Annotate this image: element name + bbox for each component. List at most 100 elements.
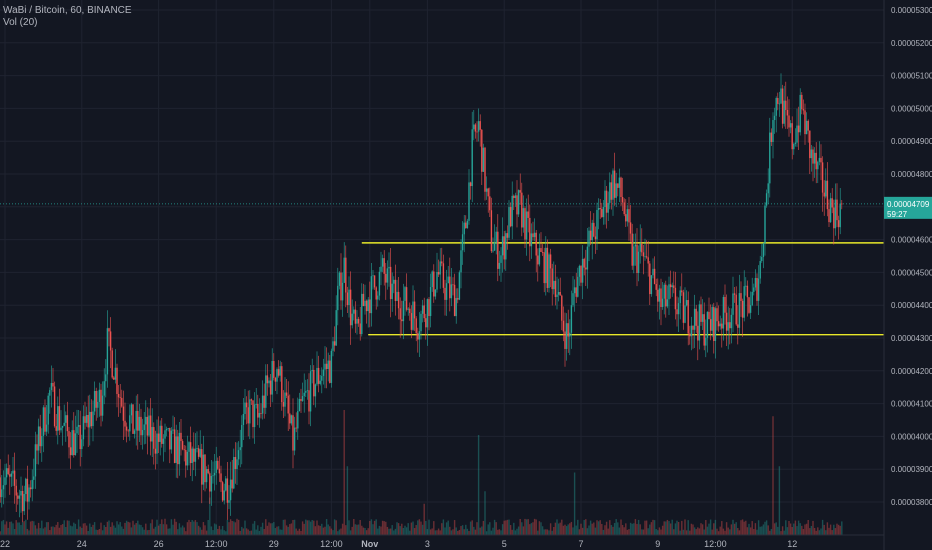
candle-body — [226, 478, 229, 503]
volume-bar — [412, 521, 414, 535]
candle-body — [15, 485, 17, 496]
candle-body — [834, 199, 837, 229]
candle-body — [749, 305, 752, 313]
candle-body — [721, 323, 723, 329]
volume-bar — [372, 524, 374, 535]
volume-bar — [433, 521, 435, 535]
candle-body — [65, 415, 67, 423]
candle-body — [586, 246, 589, 270]
volume-bar — [621, 524, 624, 535]
candle-body — [735, 294, 737, 325]
candle-body — [697, 325, 699, 341]
volume-bar — [799, 523, 801, 535]
volume-bar — [341, 523, 344, 535]
y-tick-label: 0.00004400 — [891, 301, 932, 310]
volume-bar — [765, 520, 768, 535]
candle-body — [564, 331, 566, 349]
y-tick-label: 0.00003800 — [891, 498, 932, 507]
candle-body — [695, 308, 697, 326]
volume-bar — [53, 527, 56, 535]
volume-bar — [410, 522, 413, 535]
candle-body — [650, 275, 653, 295]
candle-body — [121, 397, 123, 407]
candle-body — [335, 310, 337, 346]
candle-body — [580, 265, 582, 283]
candle-body — [197, 448, 200, 457]
candle-body — [565, 323, 568, 349]
candle-body — [277, 369, 280, 376]
candle-body — [25, 478, 27, 495]
volume-bar — [727, 527, 729, 535]
volume-bar — [28, 530, 30, 535]
support-resistance-lines[interactable] — [361, 242, 884, 336]
symbol-title[interactable]: WaBi / Bitcoin, 60, BINANCE — [3, 5, 132, 16]
volume-bar — [204, 525, 206, 535]
volume-bar — [287, 526, 289, 535]
volume-bar — [687, 520, 689, 535]
price-badge-value: 0.00004709 — [887, 200, 930, 209]
volume-bar — [381, 520, 384, 535]
volume-bar — [657, 530, 659, 535]
volume-bar — [135, 523, 137, 535]
volume-bar — [572, 527, 574, 535]
volume-bar — [322, 527, 325, 535]
y-tick-label: 0.00004000 — [891, 432, 932, 441]
candle-body — [765, 193, 768, 206]
candle-body — [290, 415, 293, 424]
volume-bar — [143, 529, 145, 535]
candle-body — [177, 436, 179, 465]
candle-body — [353, 309, 355, 314]
volume-bar — [719, 526, 721, 535]
candle-body — [314, 384, 317, 397]
volume-bar — [421, 524, 424, 535]
candle-body — [615, 183, 617, 198]
volume-bar — [391, 525, 393, 535]
candle-body — [444, 287, 446, 300]
volume-bar — [52, 526, 54, 535]
candle-body — [674, 287, 677, 310]
volume-bar — [831, 530, 833, 535]
volume-bar — [253, 521, 256, 535]
volume-bar — [167, 528, 169, 535]
candle-body — [201, 449, 203, 485]
candle-body — [418, 331, 421, 340]
volume-bar — [506, 519, 509, 535]
volume-bar — [821, 519, 824, 535]
volume-bar — [762, 524, 765, 535]
candle-body — [138, 416, 141, 431]
candle-body — [698, 304, 701, 341]
volume-bar — [399, 526, 401, 535]
candle-body — [495, 231, 497, 243]
candle-body — [23, 494, 25, 512]
volume-bar — [364, 527, 366, 535]
candle-body — [356, 318, 358, 324]
volume-indicator-label[interactable]: Vol (20) — [3, 17, 38, 28]
candle-body — [725, 312, 728, 331]
candle-body — [161, 425, 163, 444]
volume-bar — [311, 520, 313, 535]
candle-body — [135, 410, 137, 431]
volume-bar — [442, 519, 445, 535]
volume-bar — [133, 524, 136, 535]
candle-body — [295, 427, 297, 429]
volume-bar — [420, 521, 422, 535]
candle-body — [777, 97, 779, 104]
volume-bar — [178, 523, 181, 535]
candle-body — [31, 479, 33, 490]
candle-body — [788, 115, 790, 128]
volume-bar — [645, 520, 648, 535]
candle-body — [265, 375, 267, 408]
candle-body — [569, 332, 571, 337]
volume-bar — [509, 525, 512, 535]
price-badge-countdown: 59:27 — [887, 210, 908, 219]
candle-body — [154, 448, 157, 454]
volume-bar — [199, 527, 201, 535]
volume-bar — [809, 528, 811, 535]
volume-bar — [369, 520, 371, 535]
candle-body — [351, 313, 353, 326]
volume-bar — [772, 416, 774, 535]
volume-bar — [1, 521, 3, 535]
candle-body — [153, 427, 155, 449]
